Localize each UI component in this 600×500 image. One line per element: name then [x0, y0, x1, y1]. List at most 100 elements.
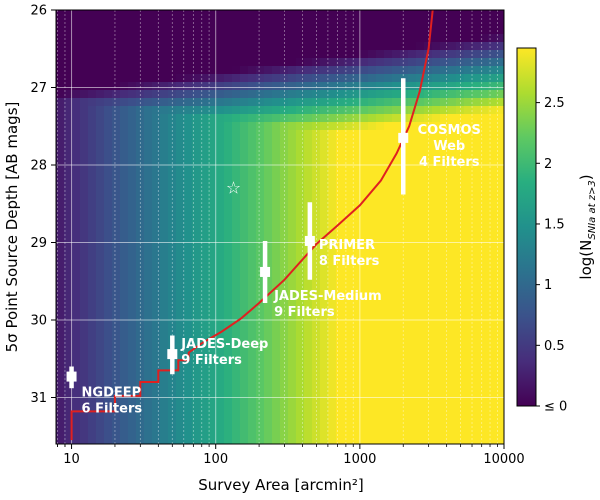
heatmap-cell [184, 170, 193, 179]
heatmap-cell [72, 242, 81, 251]
heatmap-cell [368, 290, 377, 299]
heatmap-cell [320, 258, 329, 267]
heatmap-cell [488, 362, 497, 371]
heatmap-cell [144, 234, 153, 243]
heatmap-cell [80, 442, 89, 444]
colorbar-label-sub: SNIa at z>3 [587, 180, 598, 239]
heatmap-cell [240, 362, 249, 371]
heatmap-cell [432, 66, 441, 75]
heatmap-cell [216, 90, 225, 99]
heatmap-cell [384, 50, 393, 59]
heatmap-cell [480, 362, 489, 371]
heatmap-cell [64, 58, 73, 67]
heatmap-cell [488, 250, 497, 259]
heatmap-cell [448, 418, 457, 427]
heatmap-cell [312, 346, 321, 355]
heatmap-cell [104, 274, 113, 283]
heatmap-cell [240, 58, 249, 67]
heatmap-cell [224, 34, 233, 43]
heatmap-cell [368, 26, 377, 35]
heatmap-cell [160, 354, 169, 363]
heatmap-cell [336, 34, 345, 43]
heatmap-cell [344, 234, 353, 243]
heatmap-cell [280, 18, 289, 27]
heatmap-cell [368, 298, 377, 307]
heatmap-cell [120, 34, 129, 43]
heatmap-cell [192, 418, 201, 427]
heatmap-cell [248, 122, 257, 131]
heatmap-cell [368, 266, 377, 275]
heatmap-cell [176, 42, 185, 51]
heatmap-cell [320, 362, 329, 371]
heatmap-cell [112, 442, 121, 444]
heatmap-cell [440, 362, 449, 371]
heatmap-cell [64, 138, 73, 147]
heatmap-cell [168, 162, 177, 171]
heatmap-cell [384, 354, 393, 363]
heatmap-cell [264, 178, 273, 187]
heatmap-cell [160, 74, 169, 83]
heatmap-cell [96, 290, 105, 299]
heatmap-cell [408, 442, 417, 444]
heatmap-cell [336, 250, 345, 259]
heatmap-cell [320, 346, 329, 355]
heatmap-cell [88, 218, 97, 227]
heatmap-cell [464, 138, 473, 147]
heatmap-cell [128, 370, 137, 379]
heatmap-cell [344, 418, 353, 427]
heatmap-cell [488, 258, 497, 267]
heatmap-cell [408, 154, 417, 163]
heatmap-cell [448, 226, 457, 235]
heatmap-cell [224, 42, 233, 51]
heatmap-cell [304, 34, 313, 43]
heatmap-cell [392, 186, 401, 195]
heatmap-cell [128, 338, 137, 347]
heatmap-cell [392, 410, 401, 419]
heatmap-cell [280, 418, 289, 427]
heatmap-cell [432, 82, 441, 91]
heatmap-cell [448, 146, 457, 155]
heatmap-cell [256, 138, 265, 147]
heatmap-cell [56, 122, 65, 131]
heatmap-cell [312, 130, 321, 139]
heatmap-cell [288, 162, 297, 171]
heatmap-cell [408, 282, 417, 291]
heatmap-cell [424, 410, 433, 419]
heatmap-cell [488, 370, 497, 379]
heatmap-cell [288, 386, 297, 395]
heatmap-cell [480, 202, 489, 211]
heatmap-cell [352, 98, 361, 107]
heatmap-cell [72, 146, 81, 155]
heatmap-cell [232, 394, 241, 403]
gridlines [56, 10, 504, 444]
heatmap-cell [440, 346, 449, 355]
heatmap-cell [408, 98, 417, 107]
heatmap-cell [72, 378, 81, 387]
heatmap-cell [464, 162, 473, 171]
heatmap-cell [440, 314, 449, 323]
heatmap-cell [112, 306, 121, 315]
heatmap-cell [72, 410, 81, 419]
heatmap-cell [80, 306, 89, 315]
heatmap-cell [232, 442, 241, 444]
heatmap-cell [104, 330, 113, 339]
heatmap-cell [344, 50, 353, 59]
heatmap-cell [288, 330, 297, 339]
heatmap-cell [456, 82, 465, 91]
heatmap-cell [256, 154, 265, 163]
heatmap-cell [56, 434, 65, 443]
heatmap-cell [224, 418, 233, 427]
heatmap-cell [152, 234, 161, 243]
heatmap-cell [272, 274, 281, 283]
heatmap-cell [160, 26, 169, 35]
heatmap-cell [152, 162, 161, 171]
heatmap-cell [144, 354, 153, 363]
heatmap-cell [392, 346, 401, 355]
heatmap-cell [480, 122, 489, 131]
heatmap-cell [200, 130, 209, 139]
heatmap-cell [456, 146, 465, 155]
heatmap-cell [264, 122, 273, 131]
heatmap-cell [80, 178, 89, 187]
heatmap-cell [216, 218, 225, 227]
heatmap-cell [424, 226, 433, 235]
